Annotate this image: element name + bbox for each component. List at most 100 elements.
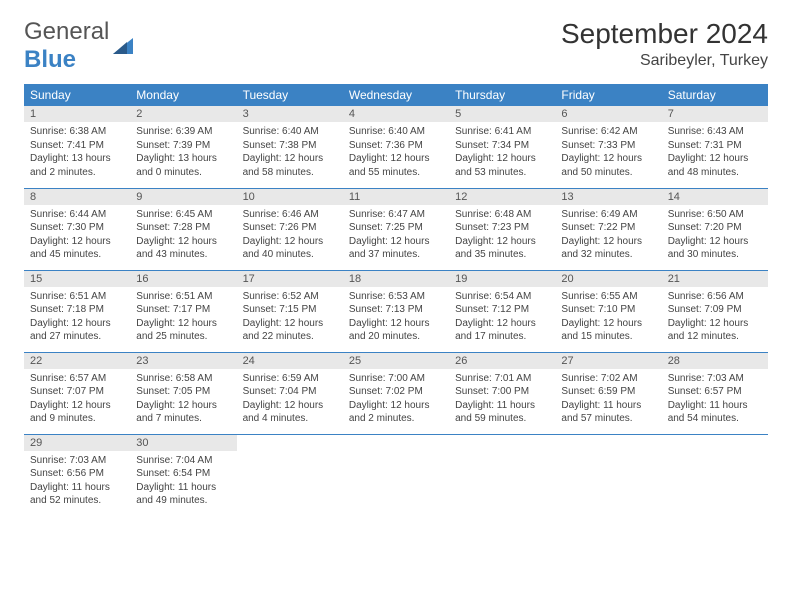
- day-details: Sunrise: 6:48 AMSunset: 7:23 PMDaylight:…: [449, 205, 555, 265]
- calendar-row: 15Sunrise: 6:51 AMSunset: 7:18 PMDayligh…: [24, 270, 768, 352]
- day-number: 3: [237, 106, 343, 122]
- calendar-cell: [555, 434, 661, 516]
- calendar-cell: 26Sunrise: 7:01 AMSunset: 7:00 PMDayligh…: [449, 352, 555, 434]
- weekday-header: Sunday: [24, 84, 130, 106]
- day-details: Sunrise: 6:49 AMSunset: 7:22 PMDaylight:…: [555, 205, 661, 265]
- calendar-row: 1Sunrise: 6:38 AMSunset: 7:41 PMDaylight…: [24, 106, 768, 188]
- weekday-header: Monday: [130, 84, 236, 106]
- day-number: 30: [130, 435, 236, 451]
- weekday-header: Wednesday: [343, 84, 449, 106]
- calendar-cell: 20Sunrise: 6:55 AMSunset: 7:10 PMDayligh…: [555, 270, 661, 352]
- calendar-cell: [662, 434, 768, 516]
- calendar-cell: 2Sunrise: 6:39 AMSunset: 7:39 PMDaylight…: [130, 106, 236, 188]
- day-number: 4: [343, 106, 449, 122]
- calendar-row: 22Sunrise: 6:57 AMSunset: 7:07 PMDayligh…: [24, 352, 768, 434]
- day-details: Sunrise: 6:43 AMSunset: 7:31 PMDaylight:…: [662, 122, 768, 182]
- calendar-cell: 17Sunrise: 6:52 AMSunset: 7:15 PMDayligh…: [237, 270, 343, 352]
- day-number: 27: [555, 353, 661, 369]
- calendar-row: 29Sunrise: 7:03 AMSunset: 6:56 PMDayligh…: [24, 434, 768, 516]
- calendar-cell: 14Sunrise: 6:50 AMSunset: 7:20 PMDayligh…: [662, 188, 768, 270]
- day-number: 15: [24, 271, 130, 287]
- calendar-cell: 16Sunrise: 6:51 AMSunset: 7:17 PMDayligh…: [130, 270, 236, 352]
- weekday-header: Tuesday: [237, 84, 343, 106]
- day-details: Sunrise: 6:52 AMSunset: 7:15 PMDaylight:…: [237, 287, 343, 347]
- month-title: September 2024: [561, 18, 768, 50]
- logo: General Blue: [24, 18, 133, 74]
- calendar-cell: [343, 434, 449, 516]
- day-details: Sunrise: 7:03 AMSunset: 6:57 PMDaylight:…: [662, 369, 768, 429]
- location: Saribeyler, Turkey: [561, 52, 768, 70]
- logo-word1: General: [24, 18, 109, 45]
- day-number: 9: [130, 189, 236, 205]
- calendar-weekday-row: SundayMondayTuesdayWednesdayThursdayFrid…: [24, 84, 768, 106]
- weekday-header: Friday: [555, 84, 661, 106]
- day-details: Sunrise: 6:50 AMSunset: 7:20 PMDaylight:…: [662, 205, 768, 265]
- day-details: Sunrise: 6:42 AMSunset: 7:33 PMDaylight:…: [555, 122, 661, 182]
- day-details: Sunrise: 6:58 AMSunset: 7:05 PMDaylight:…: [130, 369, 236, 429]
- day-number: 8: [24, 189, 130, 205]
- day-details: Sunrise: 7:03 AMSunset: 6:56 PMDaylight:…: [24, 451, 130, 511]
- weekday-header: Thursday: [449, 84, 555, 106]
- day-number: 25: [343, 353, 449, 369]
- day-details: Sunrise: 6:46 AMSunset: 7:26 PMDaylight:…: [237, 205, 343, 265]
- calendar-cell: 12Sunrise: 6:48 AMSunset: 7:23 PMDayligh…: [449, 188, 555, 270]
- day-details: Sunrise: 6:53 AMSunset: 7:13 PMDaylight:…: [343, 287, 449, 347]
- calendar-body: 1Sunrise: 6:38 AMSunset: 7:41 PMDaylight…: [24, 106, 768, 516]
- calendar-cell: 23Sunrise: 6:58 AMSunset: 7:05 PMDayligh…: [130, 352, 236, 434]
- calendar-row: 8Sunrise: 6:44 AMSunset: 7:30 PMDaylight…: [24, 188, 768, 270]
- day-number: 17: [237, 271, 343, 287]
- day-details: Sunrise: 6:56 AMSunset: 7:09 PMDaylight:…: [662, 287, 768, 347]
- day-details: Sunrise: 6:45 AMSunset: 7:28 PMDaylight:…: [130, 205, 236, 265]
- calendar-cell: 13Sunrise: 6:49 AMSunset: 7:22 PMDayligh…: [555, 188, 661, 270]
- logo-triangle-icon: [113, 38, 133, 54]
- calendar-cell: 21Sunrise: 6:56 AMSunset: 7:09 PMDayligh…: [662, 270, 768, 352]
- day-details: Sunrise: 7:02 AMSunset: 6:59 PMDaylight:…: [555, 369, 661, 429]
- day-number: 11: [343, 189, 449, 205]
- day-details: Sunrise: 6:41 AMSunset: 7:34 PMDaylight:…: [449, 122, 555, 182]
- day-number: 6: [555, 106, 661, 122]
- calendar-cell: 3Sunrise: 6:40 AMSunset: 7:38 PMDaylight…: [237, 106, 343, 188]
- calendar-cell: 27Sunrise: 7:02 AMSunset: 6:59 PMDayligh…: [555, 352, 661, 434]
- calendar-cell: 15Sunrise: 6:51 AMSunset: 7:18 PMDayligh…: [24, 270, 130, 352]
- day-details: Sunrise: 6:59 AMSunset: 7:04 PMDaylight:…: [237, 369, 343, 429]
- day-number: 2: [130, 106, 236, 122]
- day-number: 7: [662, 106, 768, 122]
- calendar-cell: [449, 434, 555, 516]
- day-details: Sunrise: 6:57 AMSunset: 7:07 PMDaylight:…: [24, 369, 130, 429]
- day-number: 26: [449, 353, 555, 369]
- day-number: 21: [662, 271, 768, 287]
- day-number: 29: [24, 435, 130, 451]
- calendar-cell: 25Sunrise: 7:00 AMSunset: 7:02 PMDayligh…: [343, 352, 449, 434]
- day-details: Sunrise: 7:04 AMSunset: 6:54 PMDaylight:…: [130, 451, 236, 511]
- title-block: September 2024 Saribeyler, Turkey: [561, 18, 768, 70]
- day-number: 16: [130, 271, 236, 287]
- day-details: Sunrise: 6:39 AMSunset: 7:39 PMDaylight:…: [130, 122, 236, 182]
- calendar-cell: 9Sunrise: 6:45 AMSunset: 7:28 PMDaylight…: [130, 188, 236, 270]
- day-details: Sunrise: 6:38 AMSunset: 7:41 PMDaylight:…: [24, 122, 130, 182]
- calendar-cell: 30Sunrise: 7:04 AMSunset: 6:54 PMDayligh…: [130, 434, 236, 516]
- day-number: 28: [662, 353, 768, 369]
- logo-text: General Blue: [24, 18, 109, 74]
- calendar-cell: 6Sunrise: 6:42 AMSunset: 7:33 PMDaylight…: [555, 106, 661, 188]
- day-details: Sunrise: 6:51 AMSunset: 7:18 PMDaylight:…: [24, 287, 130, 347]
- day-number: 5: [449, 106, 555, 122]
- calendar-table: SundayMondayTuesdayWednesdayThursdayFrid…: [24, 84, 768, 516]
- day-number: 1: [24, 106, 130, 122]
- day-number: 14: [662, 189, 768, 205]
- day-number: 22: [24, 353, 130, 369]
- calendar-cell: 29Sunrise: 7:03 AMSunset: 6:56 PMDayligh…: [24, 434, 130, 516]
- day-details: Sunrise: 7:00 AMSunset: 7:02 PMDaylight:…: [343, 369, 449, 429]
- day-details: Sunrise: 7:01 AMSunset: 7:00 PMDaylight:…: [449, 369, 555, 429]
- day-details: Sunrise: 6:55 AMSunset: 7:10 PMDaylight:…: [555, 287, 661, 347]
- day-number: 12: [449, 189, 555, 205]
- day-details: Sunrise: 6:54 AMSunset: 7:12 PMDaylight:…: [449, 287, 555, 347]
- calendar-cell: 24Sunrise: 6:59 AMSunset: 7:04 PMDayligh…: [237, 352, 343, 434]
- day-details: Sunrise: 6:40 AMSunset: 7:36 PMDaylight:…: [343, 122, 449, 182]
- calendar-cell: [237, 434, 343, 516]
- day-details: Sunrise: 6:44 AMSunset: 7:30 PMDaylight:…: [24, 205, 130, 265]
- calendar-cell: 4Sunrise: 6:40 AMSunset: 7:36 PMDaylight…: [343, 106, 449, 188]
- day-number: 19: [449, 271, 555, 287]
- day-details: Sunrise: 6:51 AMSunset: 7:17 PMDaylight:…: [130, 287, 236, 347]
- weekday-header: Saturday: [662, 84, 768, 106]
- calendar-cell: 28Sunrise: 7:03 AMSunset: 6:57 PMDayligh…: [662, 352, 768, 434]
